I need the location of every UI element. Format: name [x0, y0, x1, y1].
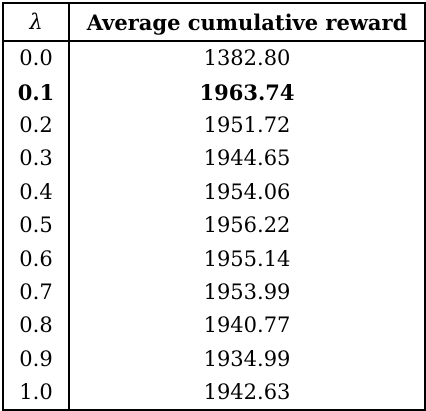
reward-cell: 1954.06	[203, 179, 291, 204]
table-row: 0.3 1944.65	[3, 142, 425, 176]
table-row: 0.0 1382.80	[3, 41, 425, 76]
table-header: λ Average cumulative reward	[3, 3, 425, 42]
reward-cell: 1956.22	[203, 213, 291, 238]
lambda-cell: 0.4	[3, 175, 70, 209]
reward-cell: 1940.77	[203, 313, 291, 338]
table-body: 0.0 1382.80 0.1 1963.74 0.2 1951.72 0.3 1944.65…	[3, 41, 425, 411]
lambda-column-header: λ	[3, 3, 70, 42]
lambda-cell: 0.2	[3, 108, 70, 143]
header-row: λ Average cumulative reward	[3, 3, 425, 42]
lambda-cell: 0.8	[3, 309, 70, 343]
lambda-cell: 0.9	[3, 342, 70, 376]
table-row: 1.0 1942.63	[3, 375, 425, 411]
table-row: 0.9 1934.99	[3, 342, 425, 376]
lambda-cell: 0.7	[3, 275, 70, 310]
reward-cell: 1963.74	[199, 79, 295, 105]
reward-cell: 1382.80	[203, 46, 291, 71]
table-row: 0.4 1954.06	[3, 175, 425, 209]
reward-cell: 1953.99	[203, 279, 291, 304]
reward-cell: 1942.63	[203, 380, 291, 405]
lambda-cell: 0.0	[3, 41, 70, 76]
reward-cell: 1951.72	[203, 112, 291, 137]
table-row: 0.7 1953.99	[3, 275, 425, 310]
lambda-cell: 0.3	[3, 142, 70, 176]
table-row: 0.6 1955.14	[3, 242, 425, 276]
table-row: 0.8 1940.77	[3, 309, 425, 343]
reward-column-header: Average cumulative reward	[69, 3, 425, 42]
lambda-cell: 0.6	[3, 242, 70, 276]
lambda-cell: 0.5	[3, 208, 70, 243]
reward-cell: 1955.14	[203, 246, 291, 271]
lambda-cell: 1.0	[3, 375, 70, 411]
lambda-cell: 0.1	[3, 75, 70, 109]
reward-cell: 1934.99	[203, 346, 291, 371]
table-row: 0.1 1963.74	[3, 75, 425, 109]
table-row: 0.2 1951.72	[3, 108, 425, 143]
table-row: 0.5 1956.22	[3, 208, 425, 243]
reward-cell: 1944.65	[203, 146, 291, 171]
